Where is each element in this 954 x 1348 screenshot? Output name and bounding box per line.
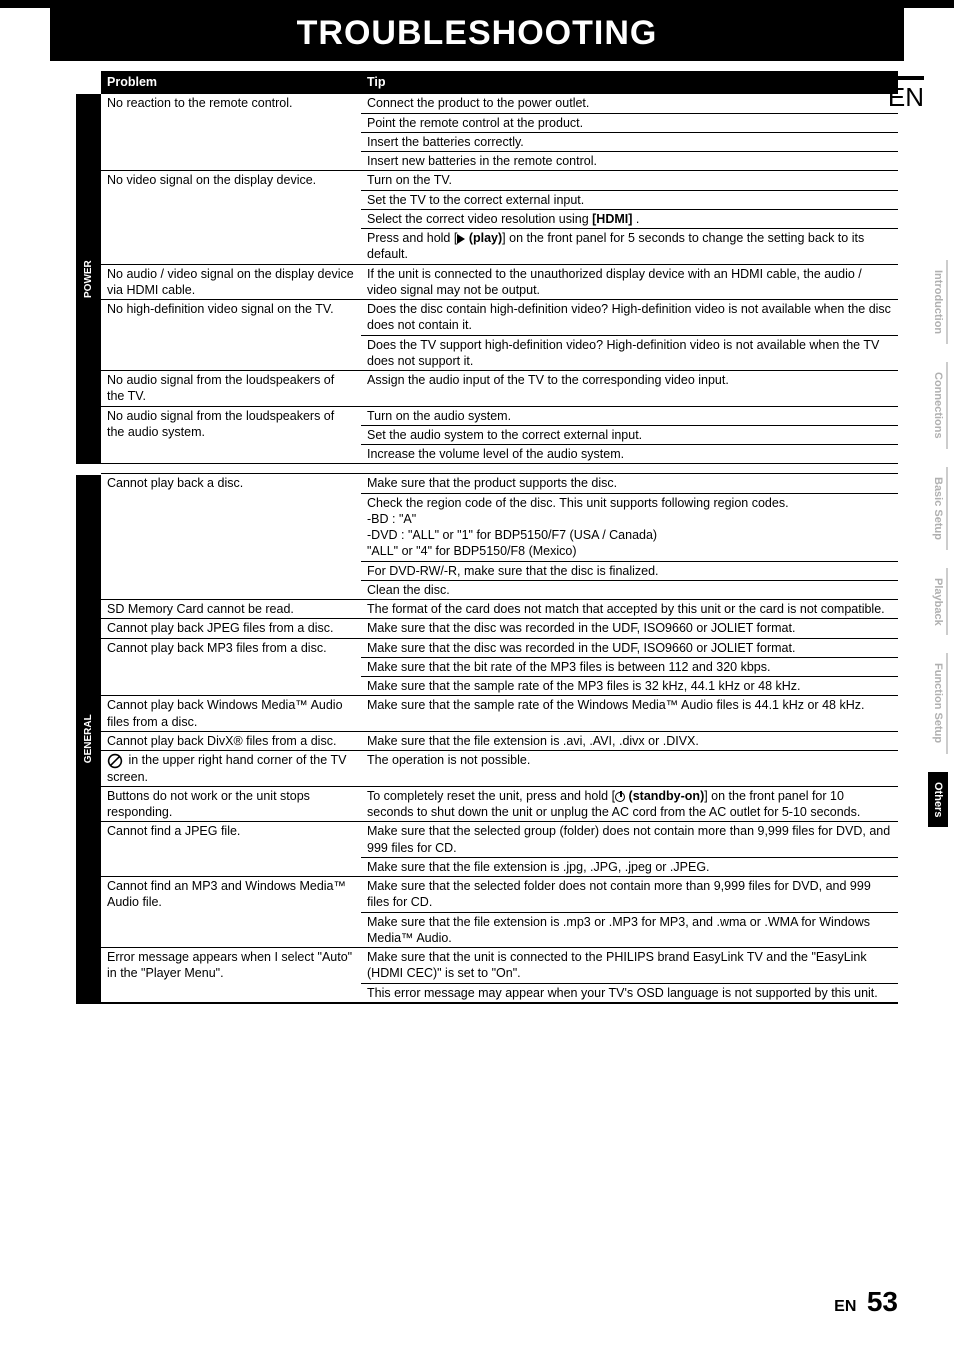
side-tab-playback[interactable]: Playback — [928, 568, 948, 636]
tip-cell: Insert new batteries in the remote contr… — [361, 152, 898, 171]
tip-cell: Insert the batteries correctly. — [361, 132, 898, 151]
problem-cell: No audio / video signal on the display d… — [101, 264, 361, 300]
tip-cell: For DVD-RW/-R, make sure that the disc i… — [361, 561, 898, 580]
tip-cell: Make sure that the disc was recorded in … — [361, 638, 898, 657]
table-row: No audio / video signal on the display d… — [76, 264, 898, 300]
table-row: Cannot play back Windows Media™ Audio fi… — [76, 696, 898, 732]
tip-cell: Make sure that the unit is connected to … — [361, 948, 898, 984]
tip-cell: Make sure that the file extension is .jp… — [361, 857, 898, 876]
troubleshooting-table: Problem Tip POWERNo reaction to the remo… — [76, 71, 898, 1005]
problem-cell: Cannot find a JPEG file. — [101, 822, 361, 877]
tip-cell: This error message may appear when your … — [361, 983, 898, 1003]
problem-cell: No audio signal from the loudspeakers of… — [101, 371, 361, 407]
problem-cell: Cannot play back DivX® files from a disc… — [101, 731, 361, 750]
side-tab-basic-setup[interactable]: Basic Setup — [928, 467, 948, 550]
top-bar — [0, 0, 954, 8]
tip-cell: Clean the disc. — [361, 580, 898, 599]
problem-cell: in the upper right hand corner of the TV… — [101, 751, 361, 787]
table-row: Cannot play back DivX® files from a disc… — [76, 731, 898, 750]
tip-cell: Point the remote control at the product. — [361, 113, 898, 132]
table-row: POWERNo reaction to the remote control.C… — [76, 94, 898, 113]
side-tab-introduction[interactable]: Introduction — [928, 260, 948, 344]
section-label-power: POWER — [76, 94, 101, 464]
problem-cell: Error message appears when I select "Aut… — [101, 948, 361, 1003]
section-label-general: GENERAL — [76, 474, 101, 1003]
problem-cell: Cannot play back MP3 files from a disc. — [101, 638, 361, 696]
tip-cell: Make sure that the disc was recorded in … — [361, 619, 898, 638]
problem-cell: No reaction to the remote control. — [101, 94, 361, 171]
tip-cell: Make sure that the sample rate of the Wi… — [361, 696, 898, 732]
col-problem: Problem — [101, 71, 361, 94]
tip-cell: Make sure that the file extension is .mp… — [361, 912, 898, 948]
table-row: No audio signal from the loudspeakers of… — [76, 406, 898, 425]
problem-cell: No video signal on the display device. — [101, 171, 361, 264]
tip-cell: Make sure that the file extension is .av… — [361, 731, 898, 750]
tip-cell: Select the correct video resolution usin… — [361, 209, 898, 228]
problem-cell: SD Memory Card cannot be read. — [101, 600, 361, 619]
tip-cell: Check the region code of the disc. This … — [361, 493, 898, 561]
side-tab-connections[interactable]: Connections — [928, 362, 948, 449]
tip-cell: Make sure that the selected group (folde… — [361, 822, 898, 858]
tip-cell: Does the disc contain high-definition vi… — [361, 300, 898, 336]
tip-cell: Make sure that the sample rate of the MP… — [361, 677, 898, 696]
table-row: Cannot play back MP3 files from a disc.M… — [76, 638, 898, 657]
page-footer: EN 53 — [834, 1286, 898, 1318]
table-row: Buttons do not work or the unit stops re… — [76, 786, 898, 822]
tip-cell: Make sure that the selected folder does … — [361, 877, 898, 913]
tip-cell: Make sure that the product supports the … — [361, 474, 898, 493]
problem-cell: Cannot find an MP3 and Windows Media™ Au… — [101, 877, 361, 948]
table-row: in the upper right hand corner of the TV… — [76, 751, 898, 787]
table-row: No high-definition video signal on the T… — [76, 300, 898, 336]
problem-cell: No high-definition video signal on the T… — [101, 300, 361, 371]
tip-cell: Does the TV support high-definition vide… — [361, 335, 898, 371]
tip-cell: Press and hold [ (play)] on the front pa… — [361, 229, 898, 265]
table-row: Cannot find an MP3 and Windows Media™ Au… — [76, 877, 898, 913]
tip-cell: If the unit is connected to the unauthor… — [361, 264, 898, 300]
table-row: SD Memory Card cannot be read.The format… — [76, 600, 898, 619]
tip-cell: Increase the volume level of the audio s… — [361, 445, 898, 464]
tip-cell: Turn on the audio system. — [361, 406, 898, 425]
side-tabs: Introduction Connections Basic Setup Playba… — [928, 260, 948, 827]
problem-cell: Cannot play back Windows Media™ Audio fi… — [101, 696, 361, 732]
table-row: Cannot play back JPEG files from a disc.… — [76, 619, 898, 638]
table-row: Error message appears when I select "Aut… — [76, 948, 898, 984]
table-row: Cannot find a JPEG file.Make sure that t… — [76, 822, 898, 858]
problem-cell: Buttons do not work or the unit stops re… — [101, 786, 361, 822]
tip-cell: Set the audio system to the correct exte… — [361, 425, 898, 444]
page-title: TROUBLESHOOTING — [50, 8, 904, 61]
tip-cell: Turn on the TV. — [361, 171, 898, 190]
problem-cell: No audio signal from the loudspeakers of… — [101, 406, 361, 464]
table-row: No video signal on the display device.Tu… — [76, 171, 898, 190]
problem-cell: Cannot play back JPEG files from a disc. — [101, 619, 361, 638]
side-tab-function-setup[interactable]: Function Setup — [928, 653, 948, 753]
side-tab-others[interactable]: Others — [928, 772, 948, 827]
table-row: No audio signal from the loudspeakers of… — [76, 371, 898, 407]
tip-cell: Connect the product to the power outlet. — [361, 94, 898, 113]
tip-cell: Make sure that the bit rate of the MP3 f… — [361, 657, 898, 676]
table-body: POWERNo reaction to the remote control.C… — [76, 94, 898, 1005]
tip-cell: The operation is not possible. — [361, 751, 898, 787]
table-row: GENERALCannot play back a disc.Make sure… — [76, 474, 898, 493]
tip-cell: The format of the card does not match th… — [361, 600, 898, 619]
tip-cell: To completely reset the unit, press and … — [361, 786, 898, 822]
problem-cell: Cannot play back a disc. — [101, 474, 361, 600]
col-tip: Tip — [361, 71, 898, 94]
tip-cell: Assign the audio input of the TV to the … — [361, 371, 898, 407]
tip-cell: Set the TV to the correct external input… — [361, 190, 898, 209]
